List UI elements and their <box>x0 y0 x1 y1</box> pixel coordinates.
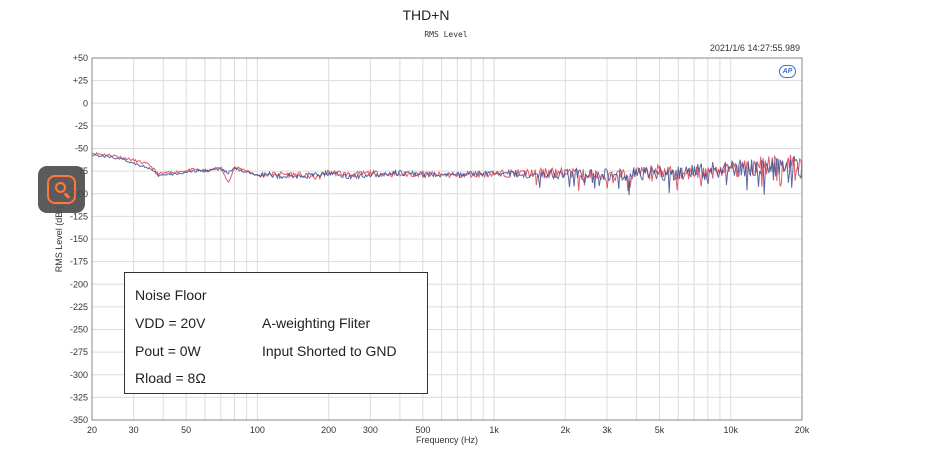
y-tick-labels: +50+250-25-50-75-100-125-150-175-200-225… <box>70 53 88 425</box>
y-tick-label: -350 <box>70 415 88 425</box>
search-button[interactable] <box>38 166 85 213</box>
x-tick-label: 500 <box>415 425 430 435</box>
x-tick-labels: 20 30 50 100 200 300 500 1k 2k 3k 5k 10k 20k <box>87 425 810 435</box>
search-frame-icon <box>47 175 76 204</box>
y-tick-label: -275 <box>70 347 88 357</box>
x-axis-label: Frequency (Hz) <box>416 435 478 445</box>
x-tick-label: 20 <box>87 425 97 435</box>
y-tick-label: -250 <box>70 325 88 335</box>
annotation-vdd: VDD = 20V <box>135 315 206 331</box>
x-tick-label: 2k <box>561 425 571 435</box>
y-tick-label: -300 <box>70 370 88 380</box>
x-tick-label: 20k <box>795 425 810 435</box>
x-tick-label: 3k <box>602 425 612 435</box>
x-tick-label: 300 <box>363 425 378 435</box>
ap-logo-icon: AP <box>779 65 796 78</box>
x-tick-label: 100 <box>250 425 265 435</box>
annotation-input: Input Shorted to GND <box>262 343 397 359</box>
search-icon <box>55 182 66 193</box>
x-tick-label: 10k <box>723 425 738 435</box>
y-tick-label: -325 <box>70 392 88 402</box>
y-tick-label: +50 <box>73 53 88 63</box>
y-tick-label: 0 <box>83 98 88 108</box>
y-tick-label: -150 <box>70 234 88 244</box>
y-tick-label: -125 <box>70 211 88 221</box>
chart-series <box>91 151 803 196</box>
y-tick-label: -175 <box>70 257 88 267</box>
chart-subtitle: RMS Level <box>424 30 468 39</box>
series-line <box>91 153 803 196</box>
x-tick-label: 200 <box>321 425 336 435</box>
y-axis-label: RMS Level (dBr) <box>54 206 64 273</box>
timestamp: 2021/1/6 14:27:55.989 <box>709 43 800 53</box>
y-tick-label: -25 <box>75 121 88 131</box>
y-tick-label: -225 <box>70 302 88 312</box>
x-tick-label: 50 <box>181 425 191 435</box>
x-tick-label: 5k <box>655 425 665 435</box>
annotation-pout: Pout = 0W <box>135 343 201 359</box>
noise-floor-annotation: Noise Floor VDD = 20V Pout = 0W Rload = … <box>124 272 428 394</box>
annotation-filter: A-weighting Fliter <box>262 315 371 331</box>
x-tick-label: 30 <box>129 425 139 435</box>
annotation-rload: Rload = 8Ω <box>135 370 206 386</box>
y-tick-label: +25 <box>73 76 88 86</box>
chart-title: THD+N <box>402 7 450 23</box>
x-tick-label: 1k <box>489 425 499 435</box>
y-tick-label: -50 <box>75 144 88 154</box>
annotation-heading: Noise Floor <box>135 287 207 303</box>
y-tick-label: -200 <box>70 279 88 289</box>
plot-frame <box>91 57 803 421</box>
